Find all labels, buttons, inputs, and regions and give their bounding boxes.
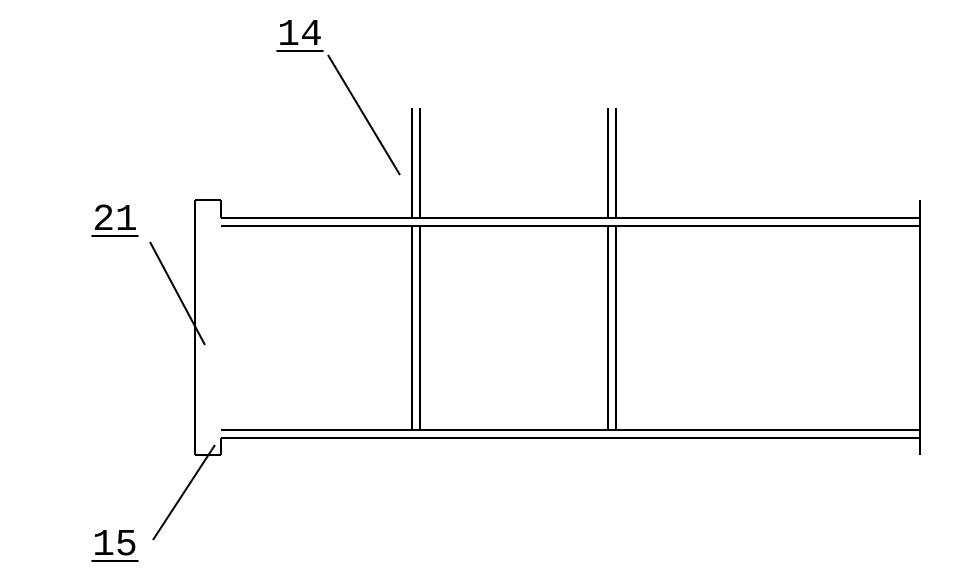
- leader-lines: [150, 55, 400, 540]
- geometry-layer: [195, 108, 920, 455]
- label-layer: 142115: [91, 14, 323, 567]
- engineering-diagram: 142115: [0, 0, 963, 588]
